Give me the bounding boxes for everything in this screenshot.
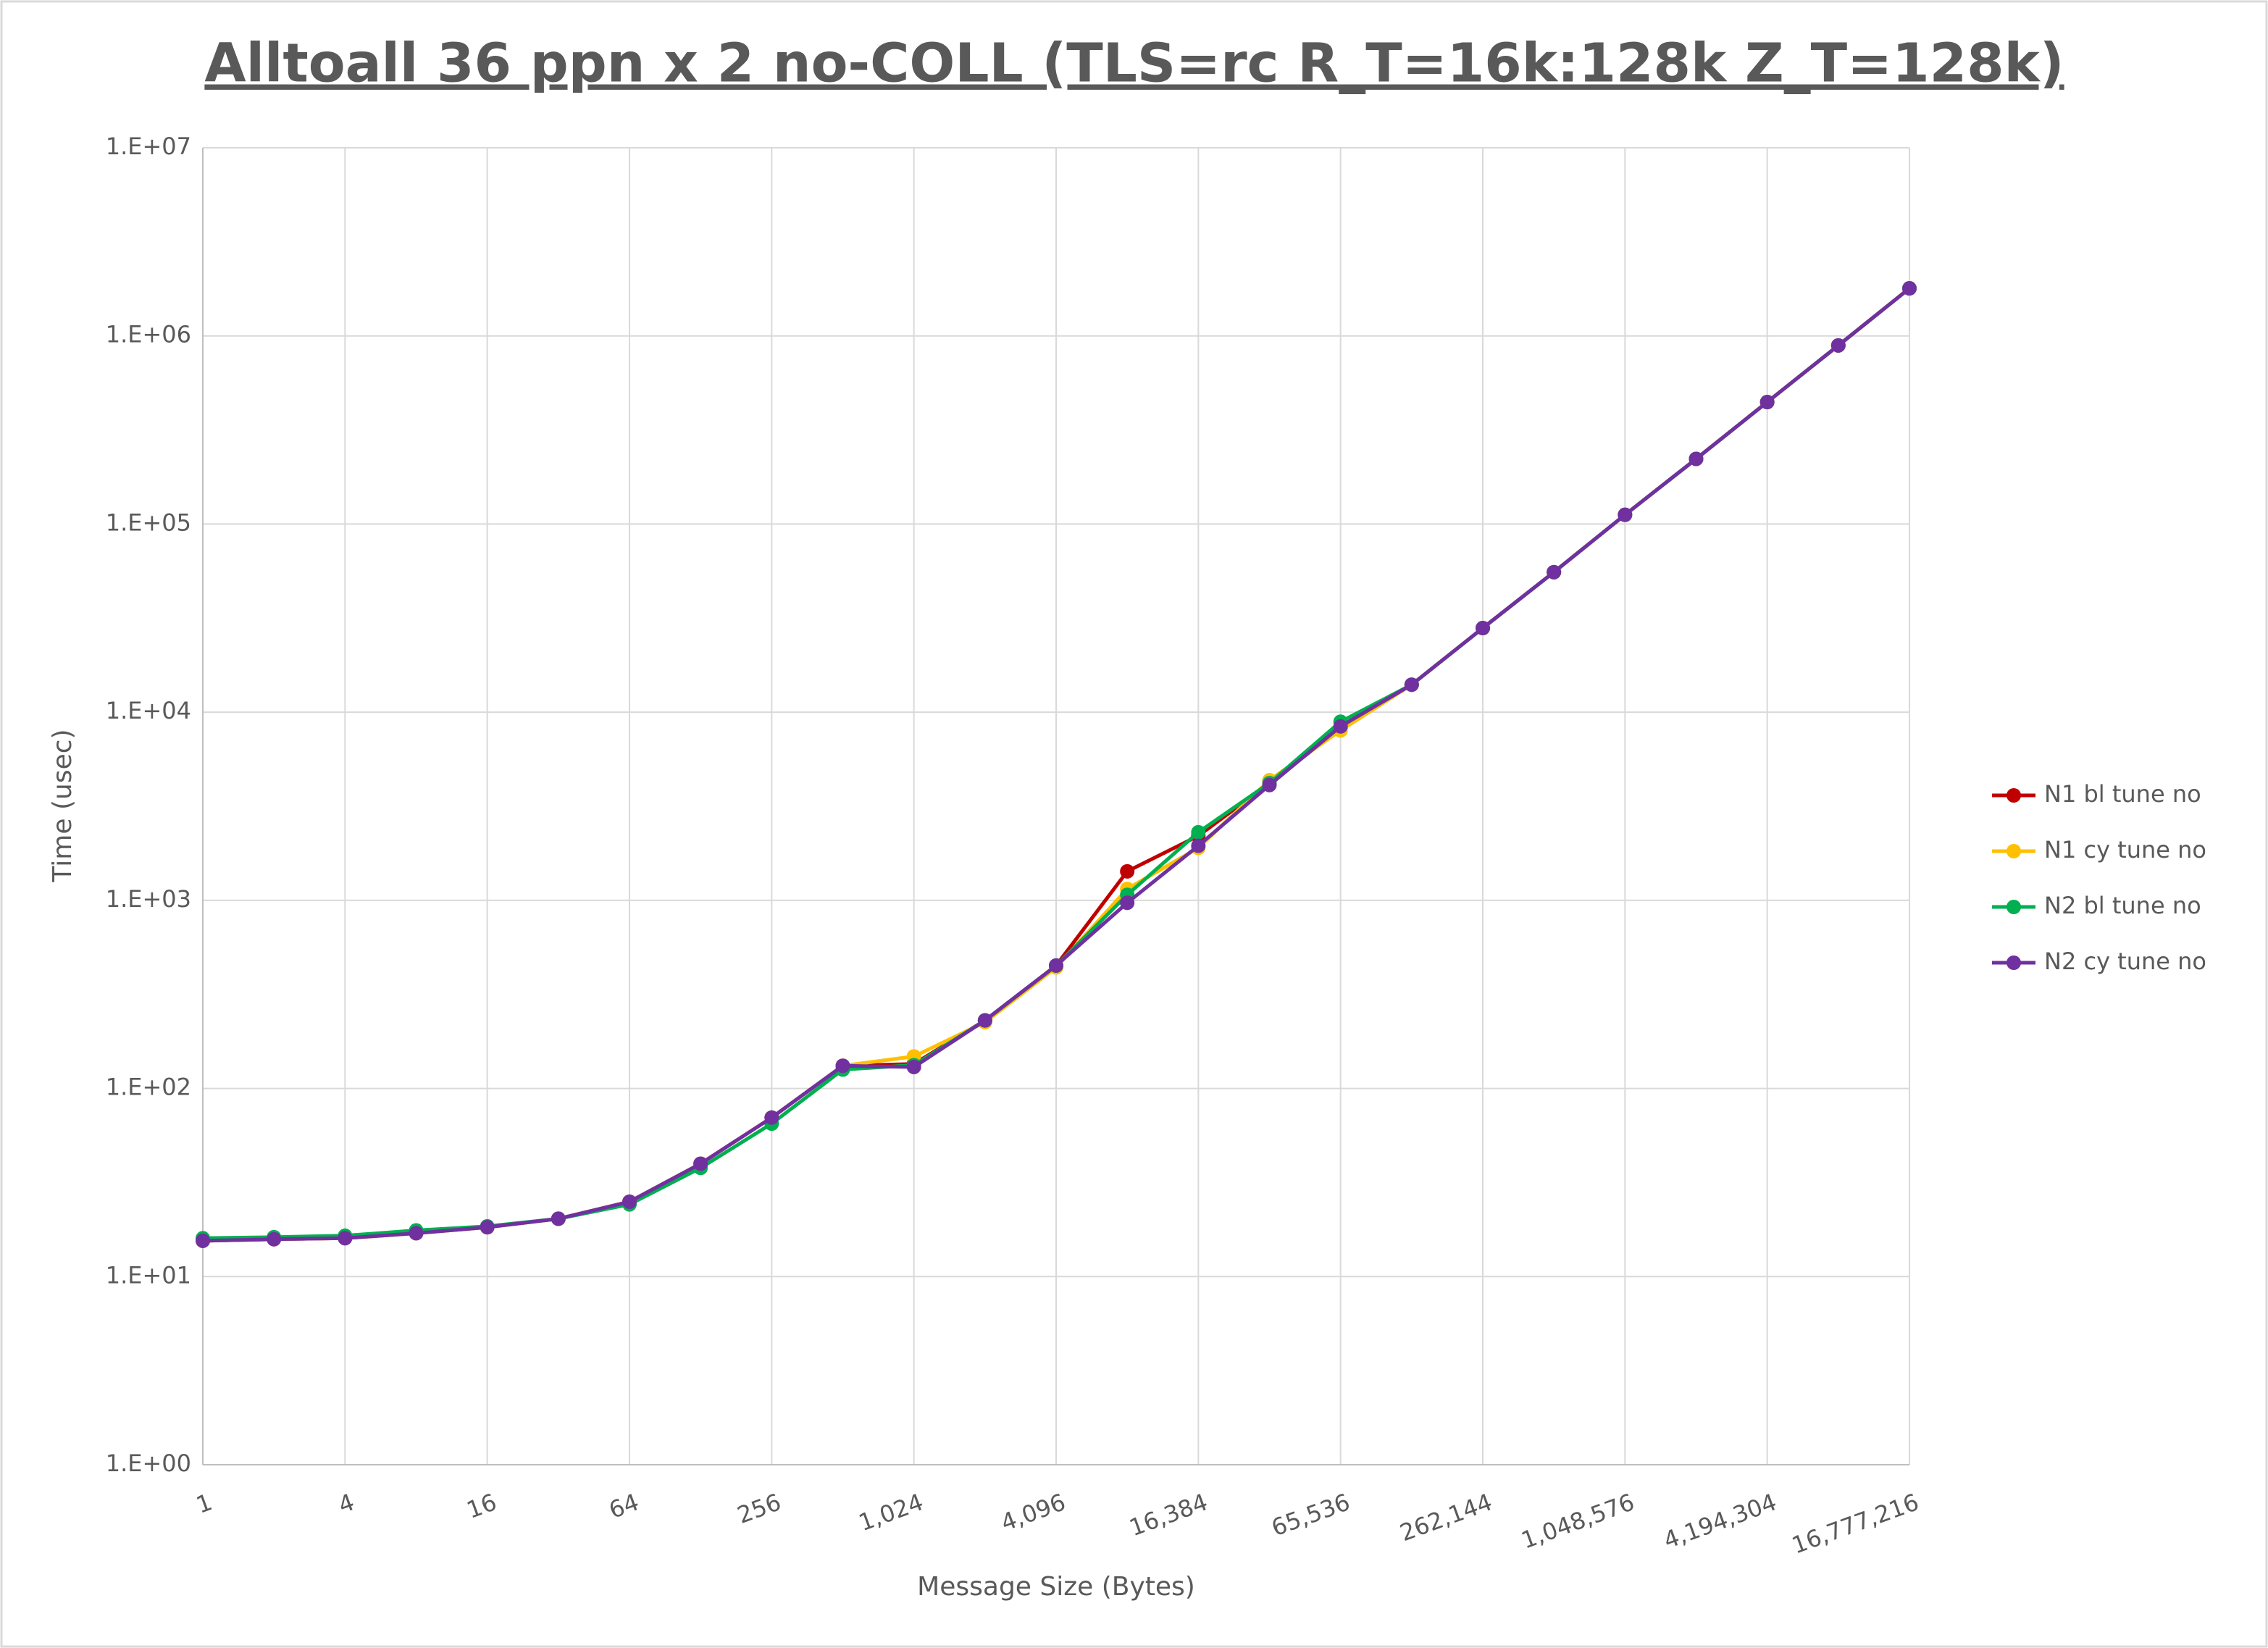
chart-title: Alltoall 36 ppn x 2 no-COLL (TLS=rc R_T=… xyxy=(204,33,2064,95)
y-tick-label: 1.E+07 xyxy=(106,133,191,160)
data-point xyxy=(1618,507,1633,522)
data-point xyxy=(1333,719,1348,734)
data-point xyxy=(1902,281,1917,296)
data-point xyxy=(1830,338,1846,353)
legend-label: N2 bl tune no xyxy=(2044,892,2201,919)
data-point xyxy=(480,1220,495,1235)
legend-label: N1 cy tune no xyxy=(2044,836,2206,863)
legend-marker xyxy=(2007,955,2021,970)
data-point xyxy=(1689,451,1704,467)
y-tick-label: 1.E+02 xyxy=(106,1074,191,1101)
data-point xyxy=(1759,395,1775,410)
y-tick-label: 1.E+03 xyxy=(106,885,191,913)
data-point xyxy=(1120,895,1135,911)
data-point xyxy=(1191,838,1206,853)
data-point xyxy=(693,1156,708,1171)
legend-label: N1 bl tune no xyxy=(2044,780,2201,808)
data-point xyxy=(1049,958,1063,973)
legend-marker xyxy=(2007,900,2021,914)
data-point xyxy=(835,1058,850,1074)
y-tick-label: 1.E+00 xyxy=(106,1450,191,1477)
y-tick-label: 1.E+05 xyxy=(106,509,191,536)
data-point xyxy=(622,1194,637,1209)
data-point xyxy=(764,1110,779,1125)
data-point xyxy=(1547,564,1562,580)
data-point xyxy=(409,1226,424,1241)
data-point xyxy=(1120,863,1135,879)
y-axis-title: Time (usec) xyxy=(48,729,78,882)
data-point xyxy=(1476,621,1490,636)
legend-label: N2 cy tune no xyxy=(2044,948,2206,975)
data-point xyxy=(906,1059,921,1074)
data-point xyxy=(551,1211,566,1226)
y-tick-label: 1.E+04 xyxy=(106,697,191,724)
data-point xyxy=(338,1231,353,1246)
data-point xyxy=(196,1233,210,1248)
x-axis-title: Message Size (Bytes) xyxy=(917,1572,1195,1602)
y-tick-label: 1.E+01 xyxy=(106,1261,191,1289)
data-point xyxy=(977,1013,992,1028)
data-point xyxy=(1191,824,1206,840)
data-point xyxy=(1262,777,1277,792)
data-point xyxy=(1404,677,1419,693)
legend-marker xyxy=(2007,788,2021,803)
legend-marker xyxy=(2007,844,2021,858)
y-tick-label: 1.E+06 xyxy=(106,321,191,348)
data-point xyxy=(267,1231,282,1247)
